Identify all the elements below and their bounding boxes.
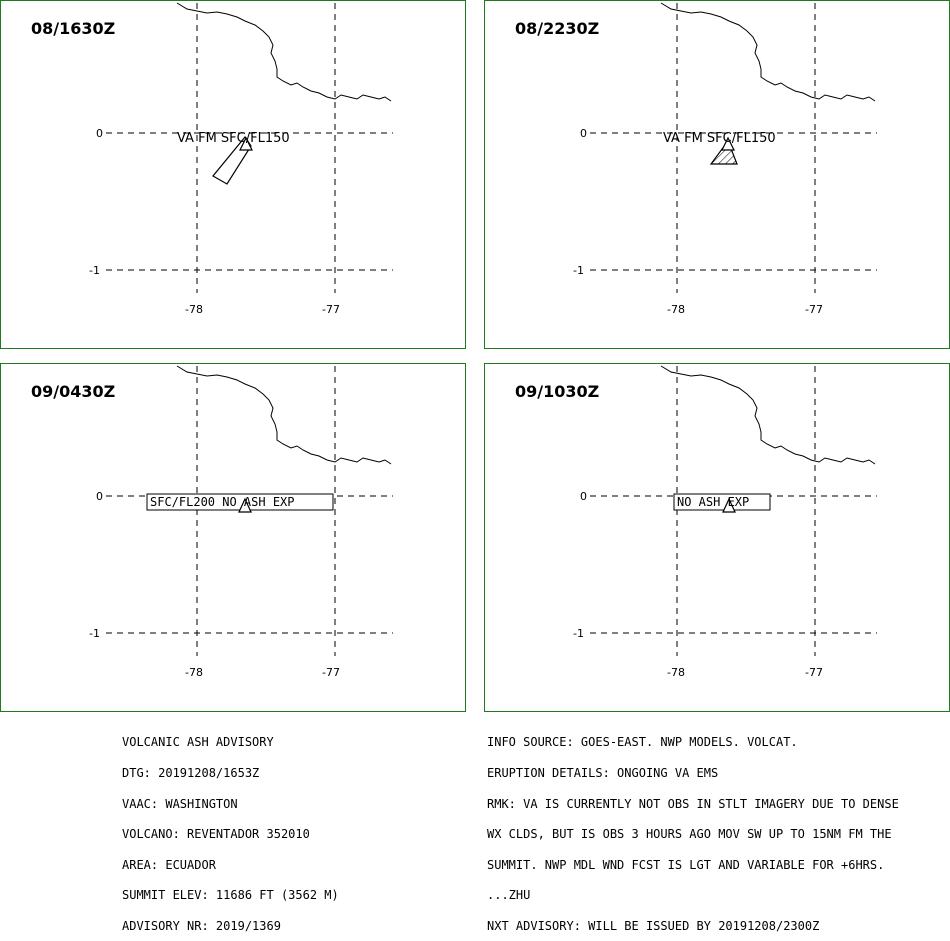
- advisory-line: ...ZHU: [487, 888, 531, 903]
- coastline: [176, 2, 392, 102]
- advisory-line: WX CLDS, BUT IS OBS 3 HOURS AGO MOV SW U…: [487, 827, 892, 842]
- map-panel-4: 0 -1 -78 -77 NO ASH EXP 09/1030Z: [484, 363, 950, 712]
- map-canvas-1: 0 -1 -78 -77 VA FM SFC/FL150: [89, 2, 393, 316]
- advisory-line: SUMMIT ELEV: 11686 FT (3562 M): [122, 888, 339, 903]
- lon-label-minus-78: -78: [185, 666, 203, 679]
- lon-label-minus-77: -77: [805, 666, 823, 679]
- map-panel-2: 0 -1 -78 -77 VA FM SFC/FL150 08/2230Z: [484, 0, 950, 349]
- advisory-line: INFO SOURCE: GOES-EAST. NWP MODELS. VOLC…: [487, 735, 798, 750]
- lon-label-minus-78: -78: [667, 666, 685, 679]
- advisory-line: VAAC: WASHINGTON: [122, 796, 238, 811]
- lat-label-minus-1: -1: [573, 264, 584, 277]
- map-panel-3: 0 -1 -78 -77 SFC/FL200 NO ASH EXP 09/043…: [0, 363, 466, 712]
- volcano-triangle-icon: [721, 136, 735, 151]
- advisory-header-left: VOLCANIC ASH ADVISORY DTG: 20191208/1653…: [122, 717, 339, 941]
- lon-label-minus-77: -77: [322, 666, 340, 679]
- advisory-line: ERUPTION DETAILS: ONGOING VA EMS: [487, 766, 719, 780]
- lat-label-minus-1: -1: [573, 627, 584, 640]
- lon-label-minus-77: -77: [805, 303, 823, 316]
- panel-time: 09/1030Z: [515, 382, 600, 401]
- map-panel-1: 0 -1 -78 -77 VA FM SFC/FL150 08/1630Z: [0, 0, 466, 349]
- advisory-line: NXT ADVISORY: WILL BE ISSUED BY 20191208…: [487, 918, 820, 933]
- advisory-line: ADVISORY NR: 2019/1369: [122, 918, 281, 933]
- lon-label-minus-78: -78: [667, 303, 685, 316]
- map-canvas-4: 0 -1 -78 -77 NO ASH EXP: [573, 365, 877, 679]
- map-canvas-3: 0 -1 -78 -77 SFC/FL200 NO ASH EXP: [89, 365, 393, 679]
- lat-label-0: 0: [96, 127, 103, 140]
- ash-cloud-hatched-polygon: [709, 139, 738, 165]
- lat-label-0: 0: [580, 127, 587, 140]
- advisory-line: AREA: ECUADOR: [122, 857, 216, 872]
- advisory-line: DTG: 20191208/1653Z: [122, 766, 260, 780]
- coastline: [176, 365, 392, 465]
- volcano-triangle-icon: [238, 497, 252, 513]
- panel-time: 09/0430Z: [31, 382, 116, 401]
- advisory-line: VOLCANIC ASH ADVISORY: [122, 735, 274, 750]
- advisory-details-right: INFO SOURCE: GOES-EAST. NWP MODELS. VOLC…: [487, 717, 899, 941]
- ash-label: VA FM SFC/FL150: [663, 131, 776, 146]
- lat-label-0: 0: [96, 490, 103, 503]
- advisory-line: VOLCANO: REVENTADOR 352010: [122, 827, 310, 842]
- lat-label-0: 0: [580, 490, 587, 503]
- ash-label: VA FM SFC/FL150: [177, 131, 290, 146]
- volcano-triangle-icon: [239, 136, 253, 151]
- ash-label-box: [673, 493, 771, 511]
- lat-label-minus-1: -1: [89, 627, 100, 640]
- lon-label-minus-78: -78: [185, 303, 203, 316]
- ash-label: SFC/FL200 NO ASH EXP: [150, 495, 295, 509]
- advisory-line: RMK: VA IS CURRENTLY NOT OBS IN STLT IMA…: [487, 796, 899, 811]
- coastline: [660, 2, 876, 102]
- lon-label-minus-77: -77: [322, 303, 340, 316]
- panel-time: 08/2230Z: [515, 19, 600, 38]
- panel-time: 08/1630Z: [31, 19, 116, 38]
- coastline: [660, 365, 876, 465]
- map-canvas-2: 0 -1 -78 -77 VA FM SFC/FL150: [573, 2, 877, 316]
- volcano-triangle-icon: [722, 497, 736, 513]
- advisory-line: SUMMIT. NWP MDL WND FCST IS LGT AND VARI…: [487, 857, 885, 872]
- ash-label: NO ASH EXP: [677, 495, 749, 509]
- lat-label-minus-1: -1: [89, 264, 100, 277]
